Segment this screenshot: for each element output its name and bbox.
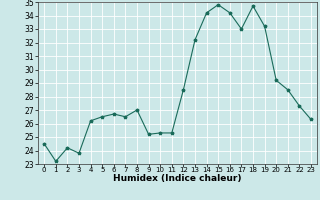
X-axis label: Humidex (Indice chaleur): Humidex (Indice chaleur)	[113, 174, 242, 183]
